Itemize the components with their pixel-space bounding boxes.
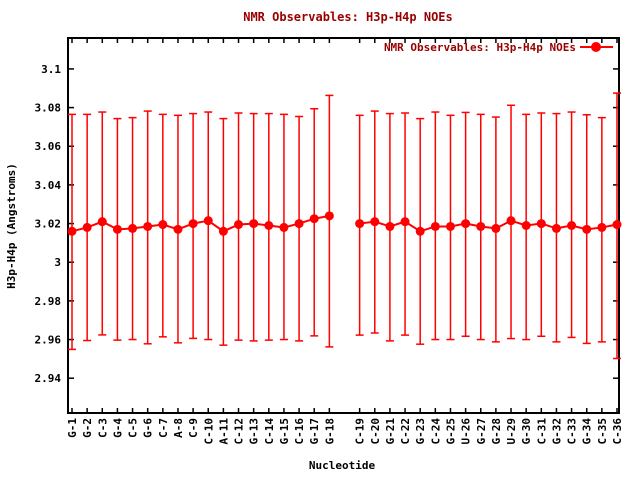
x-axis-label: Nucleotide [309,459,376,472]
x-tick-label: C-31 [535,418,548,445]
data-point [249,219,259,229]
x-tick-label: G-1 [66,418,79,438]
data-point [355,219,365,229]
x-tick-label: C-33 [566,418,579,445]
x-tick-label: G-28 [490,418,503,445]
data-point [415,226,425,236]
x-tick-label: G-6 [142,418,155,438]
y-tick-label: 3.04 [35,179,62,192]
x-tick-label: C-20 [369,418,382,445]
data-point [309,214,319,224]
x-tick-label: C-16 [293,418,306,445]
data-point [234,220,244,230]
data-point [536,219,546,229]
x-tick-label: U-26 [460,418,473,445]
y-tick-label: 3 [54,256,61,269]
data-point [264,221,274,230]
data-point [400,217,410,227]
data-point [218,226,228,236]
data-point [567,221,577,230]
data-point [597,222,607,232]
x-tick-label: G-13 [248,418,261,445]
x-tick-label: C-12 [233,418,246,445]
data-point [461,219,471,229]
series-line [359,219,618,233]
x-tick-label: C-24 [429,418,442,445]
x-tick-label: C-14 [263,418,276,445]
data-point [430,221,440,231]
x-tick-label: G-2 [81,418,94,438]
y-tick-label: 2.96 [35,334,62,347]
legend-label: NMR Observables: H3p-H4p NOEs [384,41,576,54]
x-tick-label: G-27 [475,418,488,445]
data-point [506,216,516,226]
y-tick-label: 2.98 [35,295,62,308]
x-tick-label: C-9 [187,418,200,438]
x-tick-label: U-29 [505,418,518,445]
data-point [551,223,561,233]
data-point [279,222,289,232]
legend-sample-marker [591,42,601,52]
y-tick-label: 2.94 [35,372,62,385]
data-point [370,217,380,227]
data-point [173,224,183,234]
x-tick-label: C-19 [354,418,367,445]
data-point [128,223,138,233]
x-tick-label: C-7 [157,418,170,438]
x-tick-label: G-17 [308,418,321,445]
x-tick-label: C-36 [611,418,624,445]
data-point [82,222,92,232]
x-tick-label: G-30 [520,418,533,445]
legend: NMR Observables: H3p-H4p NOEs [384,41,613,54]
data-point [521,221,531,230]
y-tick-label: 3.08 [35,102,62,115]
x-tick-label: C-3 [96,418,109,438]
data-point [612,220,622,230]
x-tick-label: A-8 [172,418,185,438]
x-tick-label: G-23 [414,418,427,445]
x-tick-label: G-34 [581,418,594,445]
data-point [445,221,455,231]
series-line [71,214,330,233]
data-point [476,221,486,231]
chart-title: NMR Observables: H3p-H4p NOEs [243,10,453,24]
data-point [143,221,153,231]
y-tick-label: 3.1 [41,63,61,76]
x-tick-label: C-10 [202,418,215,445]
data-point [324,211,334,221]
data-point [582,224,592,234]
data-point [294,219,304,229]
x-tick-label: C-22 [399,418,412,445]
data-point [188,219,198,229]
x-tick-label: C-5 [127,418,140,438]
data-point [158,220,168,230]
x-tick-label: C-35 [596,418,609,445]
x-tick-label: G-32 [550,418,563,445]
data-point [67,226,77,236]
data-point [385,221,395,231]
y-tick-label: 3.06 [35,140,62,153]
data-point [203,216,213,226]
data-point [112,224,122,234]
data-point [97,217,107,227]
y-axis-label: H3p-H4p (Angstroms) [5,163,18,289]
x-tick-label: G-25 [444,418,457,445]
x-tick-label: A-11 [217,418,230,445]
x-tick-label: G-4 [111,418,124,438]
data-point [491,223,501,233]
y-tick-label: 3.02 [35,218,62,231]
x-tick-label: G-18 [323,418,336,445]
x-tick-label: G-15 [278,418,291,445]
x-tick-label: G-21 [384,418,397,445]
